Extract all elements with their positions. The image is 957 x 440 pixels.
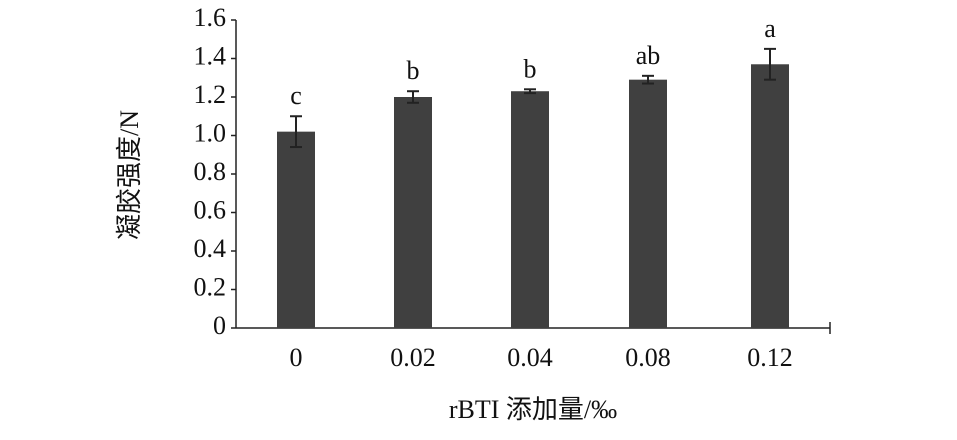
y-tick-label: 0.6	[194, 195, 227, 224]
y-tick-label: 0.2	[194, 272, 227, 301]
bar	[277, 131, 315, 328]
y-tick-label: 0	[213, 311, 226, 340]
y-tick-label: 1.6	[194, 3, 227, 32]
x-tick-label: 0.12	[747, 343, 793, 372]
x-tick-label: 0.08	[625, 343, 671, 372]
significance-letter: c	[290, 81, 302, 110]
significance-letter: ab	[636, 41, 661, 70]
significance-letter: a	[764, 14, 776, 43]
x-tick-label: 0.02	[390, 343, 436, 372]
bar	[751, 64, 789, 329]
x-tick-label: 0.04	[507, 343, 553, 372]
y-tick-label: 0.8	[194, 157, 227, 186]
bar	[511, 91, 549, 328]
x-tick-label: 0	[290, 343, 303, 372]
y-tick-label: 1.0	[194, 118, 227, 147]
y-tick-label: 1.4	[194, 41, 227, 70]
y-tick-label: 1.2	[194, 80, 227, 109]
y-axis-label: 凝胶强度/N	[115, 110, 144, 240]
error-bar	[290, 115, 302, 149]
bar	[394, 97, 432, 328]
significance-letter: b	[407, 56, 420, 85]
error-bar	[764, 47, 776, 81]
y-tick-label: 0.4	[194, 234, 227, 263]
error-bar	[642, 74, 654, 85]
error-bar	[407, 90, 419, 104]
bar	[629, 79, 667, 328]
error-bar	[524, 88, 536, 95]
x-axis-label: rBTI 添加量/‰	[449, 395, 617, 424]
significance-letter: b	[524, 54, 537, 83]
